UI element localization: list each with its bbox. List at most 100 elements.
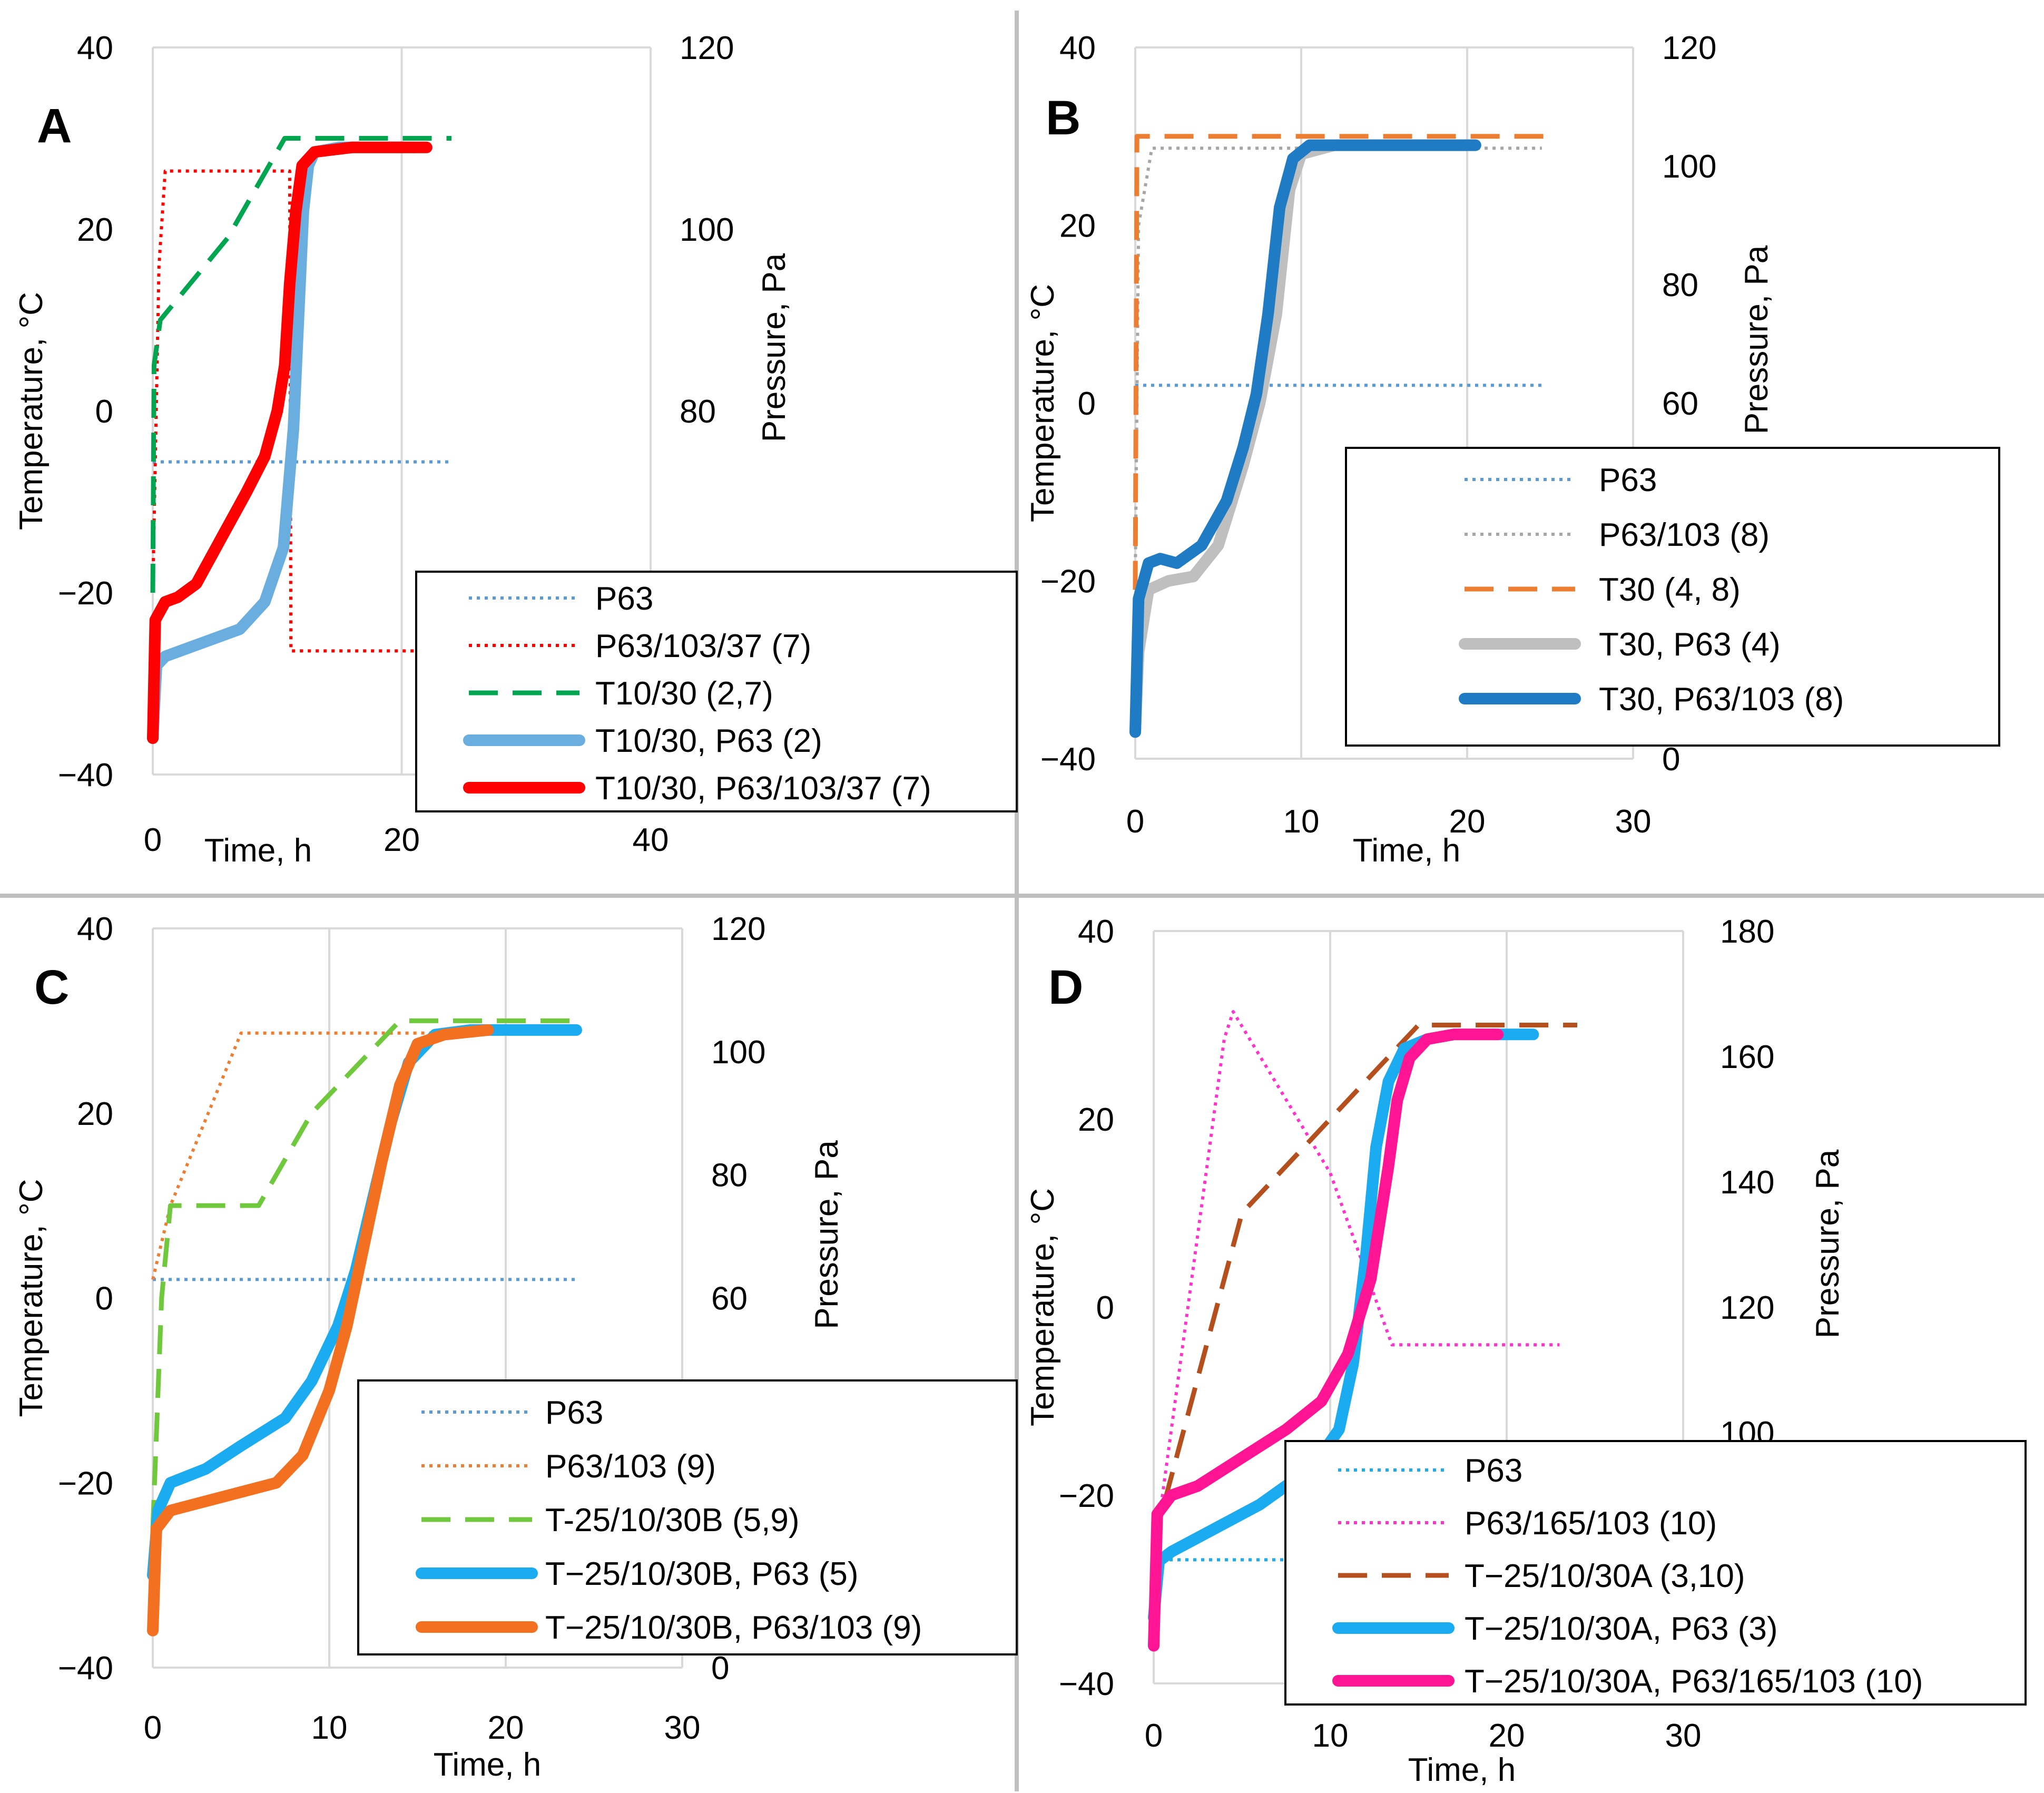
y-tick-label: −20 [58, 1465, 113, 1502]
panel-letter: A [37, 99, 72, 153]
x-tick-label: 10 [311, 1710, 348, 1746]
y-axis-title: Temperature, °C [13, 292, 50, 530]
x-tick-label: 0 [144, 822, 162, 858]
y2-tick-label: 80 [1662, 267, 1698, 303]
y-tick-label: −20 [58, 575, 113, 612]
x-tick-label: 20 [1489, 1718, 1525, 1754]
y-tick-label: 20 [1059, 208, 1096, 244]
series-line [147, 141, 433, 744]
y-tick-label: 20 [77, 1096, 113, 1132]
y2-tick-label: 100 [1662, 149, 1716, 185]
series-line [1129, 139, 1481, 738]
y2-axis-title: Pressure, Pa [1738, 245, 1775, 434]
series-line [1133, 134, 1550, 590]
legend-label: T30 (4, 8) [1599, 572, 1741, 608]
panel-d: 40200−20−4018016014012010080600102030Tim… [1025, 914, 2027, 1788]
y-axis-title: Temperature, °C [13, 1179, 50, 1417]
x-tick-label: 30 [1615, 804, 1652, 840]
y2-tick-label: 0 [1662, 741, 1680, 778]
legend-box [1345, 447, 2000, 747]
legend-label: T30, P63/103 (8) [1599, 681, 1844, 718]
y-tick-label: −40 [1059, 1666, 1114, 1702]
y-tick-label: 40 [1078, 914, 1114, 950]
legend-label: P63/103 (9) [545, 1448, 716, 1485]
y-tick-label: 40 [1059, 30, 1096, 66]
legend-label: T-25/10/30B (5,9) [545, 1502, 800, 1539]
legend-label: P63/103/37 (7) [595, 628, 811, 664]
legend: P63 P63/103 (8) T30 (4, 8) T30, P63 (4) T30,… [1345, 447, 2000, 747]
x-tick-label: 0 [1145, 1718, 1163, 1754]
legend-box [1284, 1440, 2027, 1706]
y2-tick-label: 120 [680, 30, 734, 66]
legend-label: T10/30 (2,7) [595, 675, 773, 712]
series-line [147, 1024, 494, 1637]
x-tick-label: 20 [1449, 804, 1486, 840]
legend: P63 P63/165/103 (10) T−25/10/30A (3,10) T−… [1284, 1440, 2027, 1706]
y-tick-label: −20 [1040, 564, 1096, 600]
y2-tick-label: 60 [1662, 386, 1698, 422]
y2-tick-label: 0 [711, 1650, 729, 1687]
y2-axis-title: Pressure, Pa [809, 1140, 845, 1329]
x-tick-label: 30 [1665, 1718, 1702, 1754]
y2-tick-label: 140 [1720, 1164, 1774, 1201]
panel-letter: B [1046, 91, 1080, 145]
legend: P63 P63/103/37 (7) T10/30 (2,7) T10/30, P63… [415, 571, 1018, 812]
legend-label: T10/30, P63 (2) [595, 723, 822, 759]
series-line [150, 1018, 576, 1530]
y2-tick-label: 180 [1720, 914, 1774, 950]
y-tick-label: 0 [1096, 1290, 1114, 1326]
legend-label: T10/30, P63/103/37 (7) [595, 770, 931, 807]
legend-label: P63/165/103 (10) [1465, 1505, 1717, 1542]
y2-tick-label: 120 [711, 911, 765, 947]
y2-tick-label: 120 [1662, 30, 1716, 66]
legend-label: P63 [595, 581, 653, 617]
legend-label: T30, P63 (4) [1599, 626, 1781, 663]
series-line [147, 141, 420, 744]
x-tick-label: 0 [1126, 804, 1144, 840]
y-tick-label: −40 [58, 1650, 113, 1687]
legend-label: T−25/10/30B, P63/103 (9) [545, 1610, 922, 1646]
y-tick-label: 40 [77, 911, 113, 947]
y-tick-label: 40 [77, 30, 113, 66]
y2-axis-title: Pressure, Pa [1810, 1149, 1846, 1338]
y-tick-label: 20 [1078, 1102, 1114, 1138]
x-axis-title: Time, h [1353, 832, 1460, 869]
x-axis-title: Time, h [204, 832, 312, 869]
series-line [1148, 1028, 1504, 1652]
legend-label: T−25/10/30A (3,10) [1465, 1558, 1745, 1594]
y2-tick-label: 120 [1720, 1290, 1774, 1326]
y2-tick-label: 100 [680, 212, 734, 248]
legend-label: T−25/10/30A, P63 (3) [1465, 1611, 1778, 1647]
y2-tick-label: 80 [711, 1158, 748, 1194]
x-tick-label: 20 [488, 1710, 524, 1746]
y-axis-title: Temperature, °C [1025, 284, 1061, 522]
series-line [151, 169, 451, 653]
x-axis-title: Time, h [1408, 1752, 1516, 1788]
y2-tick-label: 160 [1720, 1039, 1774, 1075]
y2-axis-title: Pressure, Pa [756, 253, 792, 442]
y-tick-label: 20 [77, 212, 113, 248]
x-axis-title: Time, h [434, 1747, 541, 1783]
y-axis-title: Temperature, °C [1025, 1188, 1061, 1426]
series-line [1151, 1023, 1577, 1543]
y2-tick-label: 100 [711, 1034, 765, 1071]
x-tick-label: 30 [664, 1710, 701, 1746]
legend-label: P63 [1465, 1453, 1522, 1489]
y-tick-label: 0 [1078, 386, 1096, 422]
legend-label: T−25/10/30A, P63/165/103 (10) [1465, 1663, 1923, 1700]
legend: P63 P63/103 (9) T-25/10/30B (5,9) T−25/10/… [357, 1379, 1018, 1655]
x-tick-label: 0 [144, 1710, 162, 1746]
legend-label: T−25/10/30B, P63 (5) [545, 1556, 859, 1592]
y-tick-label: −40 [1040, 741, 1096, 778]
x-tick-label: 40 [633, 822, 669, 858]
y2-tick-label: 80 [680, 394, 716, 430]
y-tick-label: 0 [95, 1281, 113, 1317]
legend-label: P63 [545, 1395, 603, 1431]
legend-label: P63 [1599, 462, 1657, 498]
y-tick-label: 0 [95, 394, 113, 430]
y-tick-label: −40 [58, 757, 113, 793]
legend-label: P63/103 (8) [1599, 517, 1770, 553]
